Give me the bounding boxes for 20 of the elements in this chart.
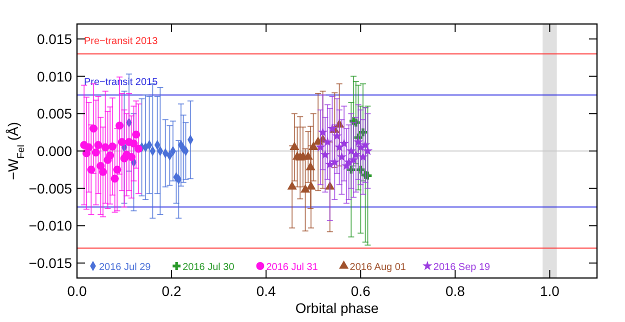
x-tick-label: 0.8: [445, 283, 466, 299]
x-tick-label: 0.0: [67, 283, 87, 299]
legend-label: 2016 Jul 31: [266, 262, 318, 273]
ref-line-label: Pre−transit 2013: [84, 36, 158, 47]
y-tick-label: 0.010: [36, 68, 72, 84]
y-tick-label: 0.005: [36, 106, 72, 122]
y-tick-label: −0.010: [28, 218, 72, 234]
legend-label: 2016 Jul 29: [99, 262, 152, 273]
x-tick-label: 0.4: [256, 283, 276, 299]
x-tick-label: 0.6: [350, 283, 371, 299]
x-axis-title: Orbital phase: [295, 300, 379, 316]
y-tick-label: 0.000: [36, 143, 72, 159]
legend-label: 2016 Aug 01: [350, 262, 406, 273]
legend-label: 2016 Sep 19: [433, 262, 491, 273]
y-tick-label: 0.015: [36, 30, 72, 47]
x-tick-label: 0.2: [162, 283, 182, 299]
x-tick-label: 1.0: [540, 283, 560, 299]
legend-label: 2016 Jul 30: [182, 262, 235, 273]
y-tick-label: −0.005: [28, 180, 72, 196]
y-tick-label: −0.015: [28, 255, 72, 272]
